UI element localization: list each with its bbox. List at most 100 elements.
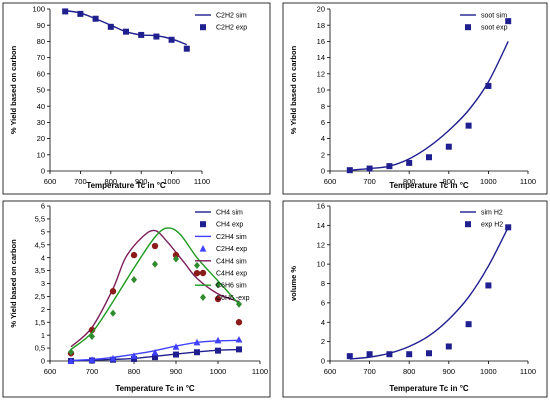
legend-swatch — [200, 221, 206, 228]
legend: CH4 sim CH4 exp C2H4 sim C2H4 exp C4H4 sim C4… — [195, 210, 250, 302]
y-tick-label: 20 — [37, 134, 45, 143]
y-tick-label: 10 — [317, 86, 325, 95]
data-point — [172, 251, 180, 259]
data-point — [123, 28, 129, 35]
legend-label: C6H6 -exp — [216, 295, 250, 302]
legend-label: C2H4 sim — [216, 234, 247, 241]
series-line — [70, 227, 240, 350]
y-tick-label: 16 — [317, 37, 325, 46]
y-tick-label: 60 — [37, 69, 45, 78]
data-point — [214, 295, 222, 303]
data-point — [386, 351, 393, 358]
data-point — [406, 351, 413, 358]
x-axis-label: Temperature Tc in °C — [389, 181, 469, 190]
y-tick-label: 2,5 — [35, 292, 45, 301]
legend-label: C2H2 sim — [216, 13, 247, 20]
legend-label: C2H2 exp — [216, 25, 247, 32]
y-tick-label: 0 — [41, 167, 45, 176]
y-tick-label: 30 — [37, 118, 45, 127]
y-tick-label: 100 — [32, 5, 45, 14]
data-point — [465, 122, 472, 129]
y-tick-label: 0,5 — [35, 344, 45, 353]
x-tick-label: 700 — [363, 177, 376, 186]
panel-frame — [282, 200, 548, 398]
y-tick-label: 5 — [41, 227, 45, 236]
data-point — [346, 353, 353, 360]
legend-label: C4H4 exp — [216, 271, 247, 278]
series-c2h4-exp — [67, 335, 243, 364]
data-point — [215, 281, 221, 289]
data-point — [236, 346, 242, 353]
y-tick-label: 4 — [41, 253, 45, 262]
y-tick-label: 8 — [321, 102, 325, 111]
x-tick-label: 900 — [443, 367, 456, 376]
legend-swatch — [465, 24, 471, 31]
data-point — [152, 260, 158, 268]
x-tick-label: 800 — [403, 367, 416, 376]
legend: sim H2 exp H2 — [460, 210, 503, 229]
y-tick-label: 0 — [41, 357, 45, 366]
data-point — [346, 167, 353, 174]
y-tick-label: 40 — [37, 102, 45, 111]
data-point — [172, 343, 180, 350]
data-point — [485, 82, 492, 89]
y-tick-label: 80 — [37, 37, 45, 46]
series-soot-exp — [346, 18, 512, 174]
x-tick-label: 800 — [128, 367, 141, 376]
x-tick-label: 700 — [86, 367, 99, 376]
data-point — [88, 356, 96, 363]
y-tick-label: 8 — [321, 279, 325, 288]
y-tick-label: 70 — [37, 53, 45, 62]
data-point — [153, 33, 160, 40]
y-tick-label: 10 — [317, 260, 325, 269]
y-tick-label: 3 — [41, 279, 45, 288]
data-point — [109, 288, 117, 295]
y-tick-label: 14 — [317, 221, 325, 230]
data-point — [214, 336, 222, 344]
x-tick-label: 800 — [105, 177, 118, 186]
x-tick-label: 600 — [44, 177, 57, 186]
x-tick-label: 900 — [443, 177, 456, 186]
y-tick-label: 12 — [317, 69, 325, 78]
x-tick-label: 600 — [324, 367, 337, 376]
y-tick-label: 2 — [321, 337, 325, 346]
x-tick-label: 600 — [324, 177, 337, 186]
x-tick-label: 1100 — [252, 367, 268, 376]
legend-label: C4H4 sim — [216, 258, 247, 265]
y-tick-label: 12 — [317, 240, 325, 249]
data-point — [168, 36, 175, 43]
data-point — [110, 309, 116, 317]
x-tick-label: 800 — [403, 177, 416, 186]
data-point — [89, 332, 95, 341]
data-point — [130, 352, 138, 359]
x-tick-label: 1100 — [520, 367, 536, 376]
data-point — [236, 300, 242, 308]
data-point — [445, 143, 452, 150]
data-point — [505, 224, 512, 231]
y-axis-label: % Yield based on carbon — [9, 45, 18, 134]
legend: soot sim soot exp — [460, 13, 508, 32]
data-point — [67, 357, 75, 364]
legend-label: soot exp — [481, 25, 508, 32]
legend-swatch — [199, 245, 207, 252]
y-tick-label: 10 — [37, 150, 45, 159]
legend-label: CH4 exp — [216, 222, 243, 229]
panel-frame — [2, 200, 271, 398]
y-tick-label: 18 — [317, 21, 325, 30]
data-point — [386, 163, 393, 170]
series-sim-h2 — [349, 226, 509, 360]
legend-label: C6H6 sim — [216, 283, 247, 290]
series-c6h6-sim — [70, 227, 240, 350]
y-tick-label: 20 — [317, 5, 325, 14]
legend: C2H2 sim C2H2 exp — [195, 13, 247, 32]
y-tick-label: 1,5 — [35, 318, 45, 327]
legend-label: sim H2 — [481, 210, 503, 217]
data-point — [426, 154, 432, 161]
data-point — [406, 159, 413, 166]
x-tick-label: 1100 — [194, 177, 210, 186]
data-point — [107, 23, 114, 30]
data-point — [366, 165, 373, 172]
y-tick-label: 1 — [41, 331, 45, 340]
